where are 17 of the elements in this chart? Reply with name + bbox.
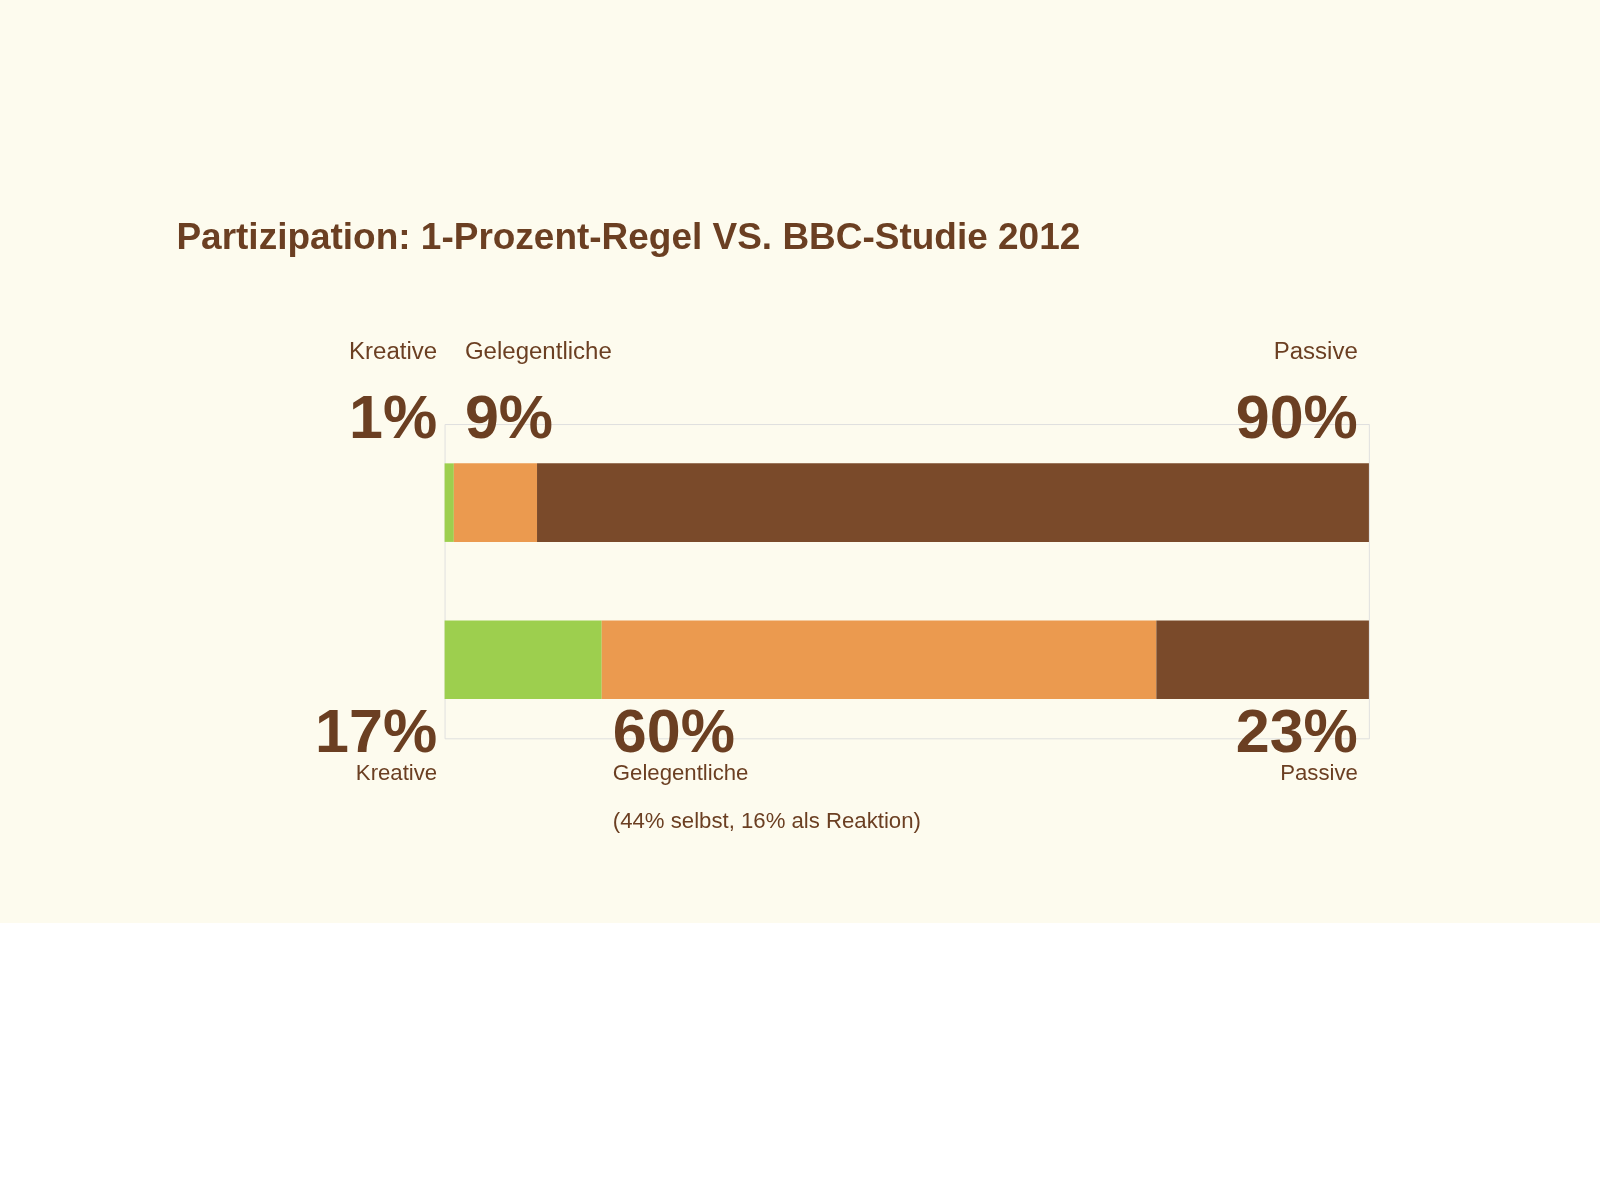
text: Kreative — [355, 759, 438, 785]
text: Passive — [1280, 759, 1358, 785]
bar — [444, 463, 454, 542]
chart-title: Partizipation: 1-Prozent-Regel VS. BBC-Studie 2012 — [176, 216, 1081, 258]
bar — [1156, 620, 1369, 700]
text: Kreative — [349, 337, 438, 365]
text: (44% selbst, 16% als Reaktion) — [612, 807, 921, 833]
bar — [537, 463, 1369, 542]
data-label: 9% — [464, 382, 554, 451]
text: Gelegentliche — [464, 337, 612, 365]
bar — [444, 620, 602, 700]
data-label: 1% — [349, 382, 438, 451]
bar — [453, 463, 538, 542]
data-label: 90% — [1235, 382, 1358, 451]
bar — [601, 620, 1157, 700]
text: Passive — [1273, 337, 1358, 365]
text: Gelegentliche — [612, 759, 749, 785]
